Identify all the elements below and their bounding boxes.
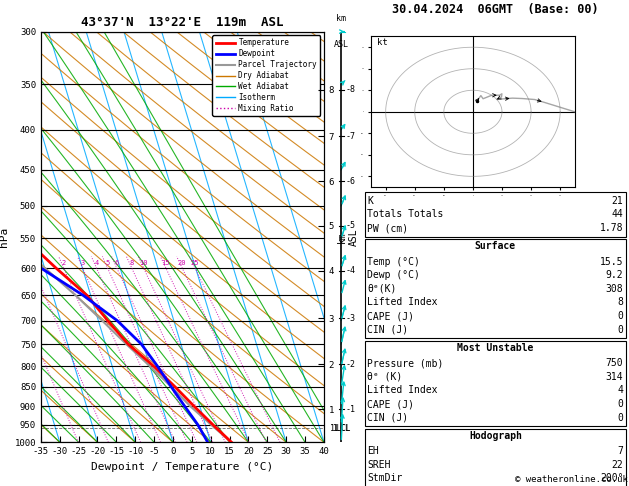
Text: © weatheronline.co.uk: © weatheronline.co.uk: [515, 474, 628, 484]
Text: 15: 15: [162, 260, 170, 265]
Text: 1LCL: 1LCL: [333, 424, 351, 433]
Text: 4: 4: [618, 385, 623, 396]
Text: 20: 20: [178, 260, 186, 265]
Text: EH: EH: [367, 446, 379, 456]
Text: Lifted Index: Lifted Index: [367, 297, 438, 308]
Text: -2: -2: [345, 360, 355, 368]
Text: Totals Totals: Totals Totals: [367, 209, 443, 220]
Text: PW (cm): PW (cm): [367, 223, 408, 233]
Text: 9.2: 9.2: [606, 270, 623, 280]
Text: 7: 7: [618, 446, 623, 456]
Text: K: K: [367, 196, 373, 206]
Text: -5: -5: [345, 221, 355, 230]
Text: ASL: ASL: [334, 40, 348, 49]
Text: 750: 750: [606, 358, 623, 368]
Text: 0: 0: [618, 399, 623, 409]
Text: CAPE (J): CAPE (J): [367, 399, 415, 409]
Text: 10: 10: [140, 260, 148, 265]
Y-axis label: hPa: hPa: [0, 227, 9, 247]
Text: Pressure (mb): Pressure (mb): [367, 358, 443, 368]
Text: 25: 25: [191, 260, 199, 265]
Text: CIN (J): CIN (J): [367, 325, 408, 335]
Text: CIN (J): CIN (J): [367, 413, 408, 423]
Y-axis label: km
ASL: km ASL: [337, 228, 359, 246]
Text: -8: -8: [345, 86, 355, 94]
Text: -7: -7: [345, 132, 355, 141]
Text: Dewp (°C): Dewp (°C): [367, 270, 420, 280]
Text: CAPE (J): CAPE (J): [367, 311, 415, 321]
Text: StmDir: StmDir: [367, 473, 403, 484]
Text: kt: kt: [377, 38, 387, 47]
Text: Most Unstable: Most Unstable: [457, 343, 533, 353]
Text: 0: 0: [618, 413, 623, 423]
Text: 4: 4: [94, 260, 99, 265]
Text: 22: 22: [611, 460, 623, 470]
Text: Temp (°C): Temp (°C): [367, 257, 420, 267]
Text: 3: 3: [81, 260, 85, 265]
Text: 200°: 200°: [600, 473, 623, 484]
Text: 5: 5: [106, 260, 109, 265]
Text: 1LCL: 1LCL: [330, 424, 350, 433]
Text: 8: 8: [130, 260, 134, 265]
Text: 6: 6: [114, 260, 119, 265]
Text: 8: 8: [618, 297, 623, 308]
Text: 44: 44: [611, 209, 623, 220]
Text: Surface: Surface: [475, 241, 516, 251]
Text: 314: 314: [606, 372, 623, 382]
Text: -4: -4: [345, 266, 355, 276]
Text: 21: 21: [611, 196, 623, 206]
Text: 1.78: 1.78: [600, 223, 623, 233]
Text: Hodograph: Hodograph: [469, 431, 522, 441]
Text: km: km: [337, 15, 346, 23]
Text: SREH: SREH: [367, 460, 391, 470]
Text: -6: -6: [345, 176, 355, 186]
Text: 30.04.2024  06GMT  (Base: 00): 30.04.2024 06GMT (Base: 00): [392, 2, 599, 16]
Title: 43°37'N  13°22'E  119m  ASL: 43°37'N 13°22'E 119m ASL: [81, 16, 284, 29]
Text: 0: 0: [618, 325, 623, 335]
Text: 308: 308: [606, 284, 623, 294]
Text: -3: -3: [345, 313, 355, 323]
X-axis label: Dewpoint / Temperature (°C): Dewpoint / Temperature (°C): [91, 462, 274, 472]
Text: 0: 0: [618, 311, 623, 321]
Text: θᵉ (K): θᵉ (K): [367, 372, 403, 382]
Text: -1: -1: [345, 405, 355, 414]
Text: θᵉ(K): θᵉ(K): [367, 284, 397, 294]
Text: Lifted Index: Lifted Index: [367, 385, 438, 396]
Legend: Temperature, Dewpoint, Parcel Trajectory, Dry Adiabat, Wet Adiabat, Isotherm, Mi: Temperature, Dewpoint, Parcel Trajectory…: [213, 35, 320, 116]
Text: 2: 2: [62, 260, 66, 265]
Text: 15.5: 15.5: [600, 257, 623, 267]
